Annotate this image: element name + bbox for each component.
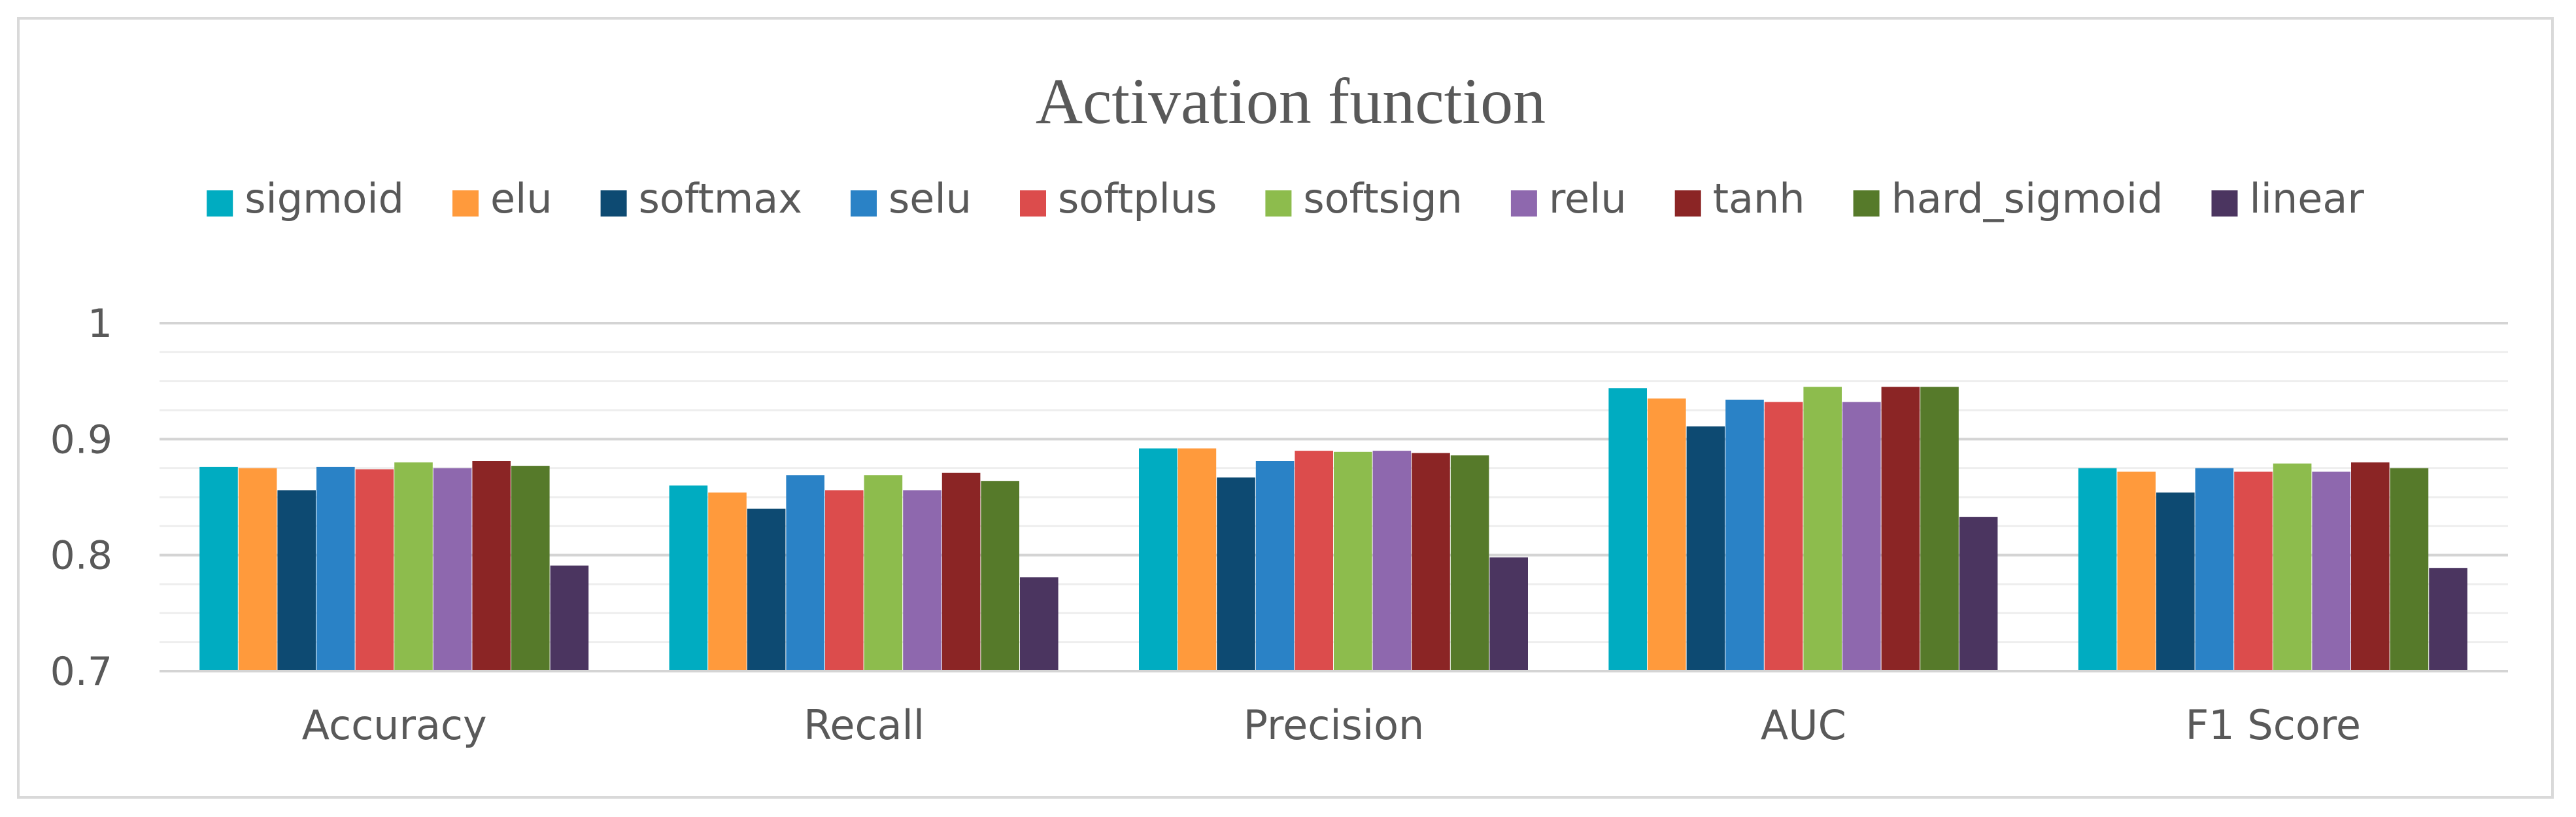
bar-selu-recall: [786, 475, 824, 671]
bar-elu-accuracy: [238, 468, 277, 671]
bar-hard-sigmoid-auc: [1920, 387, 1959, 671]
bars: [199, 387, 2467, 671]
legend-label: linear: [2250, 175, 2365, 222]
bar-relu-precision: [1372, 451, 1412, 671]
bar-sigmoid-precision: [1139, 448, 1178, 671]
bar-sigmoid-auc: [1608, 388, 1647, 671]
x-axis: Accuracy Recall Precision AUC F1 Score: [160, 670, 2508, 749]
legend: sigmoid elu softmax selu softplus softsign rel…: [207, 175, 2364, 222]
legend-item-elu: elu: [452, 175, 552, 222]
bar-elu-auc: [1648, 398, 1686, 671]
y-tick-label: 0.8: [50, 533, 112, 579]
bar-tanh-accuracy: [472, 461, 511, 671]
legend-item-relu: relu: [1510, 175, 1627, 222]
bar-softplus-recall: [825, 490, 864, 671]
bar-hard-sigmoid-recall: [981, 481, 1019, 671]
x-tick-label: Precision: [1244, 701, 1425, 749]
legend-swatch: [1265, 190, 1292, 217]
bar-relu-recall: [903, 490, 941, 671]
x-tick-label: Accuracy: [302, 701, 487, 749]
legend-swatch: [1674, 190, 1701, 217]
chart-area: Activation function sigmoid elu softmax sel…: [17, 17, 2554, 799]
bar-sigmoid-accuracy: [199, 466, 238, 671]
x-tick-label: F1 Score: [2186, 701, 2361, 749]
legend-swatch: [2211, 190, 2238, 217]
legend-item-linear: linear: [2211, 175, 2365, 222]
legend-label: softsign: [1303, 175, 1462, 222]
legend-label: elu: [490, 175, 552, 222]
bar-sigmoid-f1-score: [2078, 468, 2117, 671]
bar-softmax-precision: [1217, 477, 1255, 671]
y-axis: 0.7 0.8 0.9 1: [50, 301, 112, 695]
legend-item-softplus: softplus: [1020, 175, 1217, 222]
bar-softplus-accuracy: [355, 469, 394, 671]
bar-softplus-precision: [1295, 451, 1333, 671]
legend-label: sigmoid: [245, 175, 404, 222]
y-tick-label: 0.7: [50, 649, 112, 695]
legend-item-softmax: softmax: [600, 175, 802, 222]
bar-softplus-f1-score: [2234, 472, 2273, 671]
bar-hard-sigmoid-f1-score: [2390, 468, 2429, 671]
bar-linear-recall: [1020, 577, 1059, 671]
legend-swatch: [1510, 190, 1537, 217]
bar-hard-sigmoid-accuracy: [511, 466, 550, 671]
legend-label: softmax: [639, 175, 802, 222]
bar-elu-recall: [708, 492, 747, 671]
bar-softsign-precision: [1334, 451, 1372, 671]
bar-elu-precision: [1178, 448, 1217, 671]
legend-swatch: [207, 190, 233, 217]
legend-label: selu: [889, 175, 972, 222]
legend-label: hard_sigmoid: [1891, 175, 2163, 222]
chart-title: Activation function: [1036, 65, 1546, 137]
bar-softmax-accuracy: [277, 490, 316, 671]
y-tick-label: 1: [88, 301, 112, 347]
legend-item-hard-sigmoid: hard_sigmoid: [1853, 175, 2163, 222]
bar-linear-f1-score: [2429, 568, 2467, 671]
bar-softsign-auc: [1803, 387, 1842, 671]
legend-item-selu: selu: [851, 175, 972, 222]
bar-linear-auc: [1959, 517, 1998, 671]
bar-selu-f1-score: [2195, 468, 2234, 671]
legend-swatch: [452, 190, 479, 217]
legend-label: tanh: [1713, 175, 1805, 222]
legend-swatch: [1853, 190, 1880, 217]
bar-chart: Activation function sigmoid elu softmax sel…: [50, 65, 2508, 749]
x-tick-label: AUC: [1761, 701, 1846, 749]
legend-swatch: [851, 190, 877, 217]
legend-item-tanh: tanh: [1674, 175, 1805, 222]
bar-relu-f1-score: [2312, 472, 2350, 671]
bar-elu-f1-score: [2117, 472, 2156, 671]
bar-tanh-f1-score: [2351, 462, 2390, 671]
bar-selu-precision: [1255, 461, 1295, 671]
bar-softmax-auc: [1686, 426, 1725, 671]
bar-softmax-recall: [747, 508, 786, 671]
x-tick-label: Recall: [804, 701, 924, 749]
legend-label: relu: [1549, 175, 1627, 222]
bar-tanh-auc: [1881, 387, 1920, 671]
bar-linear-accuracy: [550, 565, 589, 671]
bar-hard-sigmoid-precision: [1450, 455, 1489, 671]
bar-tanh-recall: [941, 472, 981, 671]
bar-relu-auc: [1842, 402, 1881, 671]
bar-softsign-recall: [864, 475, 903, 671]
legend-label: softplus: [1058, 175, 1217, 222]
bar-tanh-precision: [1412, 453, 1450, 671]
y-tick-label: 0.9: [50, 417, 112, 462]
bar-linear-precision: [1489, 557, 1528, 671]
legend-item-sigmoid: sigmoid: [207, 175, 404, 222]
bar-selu-accuracy: [316, 466, 355, 671]
legend-swatch: [600, 190, 627, 217]
legend-item-softsign: softsign: [1265, 175, 1463, 222]
bar-softsign-f1-score: [2273, 463, 2312, 671]
bar-sigmoid-recall: [669, 485, 708, 671]
bar-softmax-f1-score: [2156, 492, 2195, 671]
bar-softsign-accuracy: [394, 462, 433, 671]
bar-selu-auc: [1725, 400, 1764, 671]
bar-relu-accuracy: [433, 468, 472, 671]
legend-swatch: [1020, 190, 1046, 217]
bar-softplus-auc: [1764, 402, 1803, 671]
